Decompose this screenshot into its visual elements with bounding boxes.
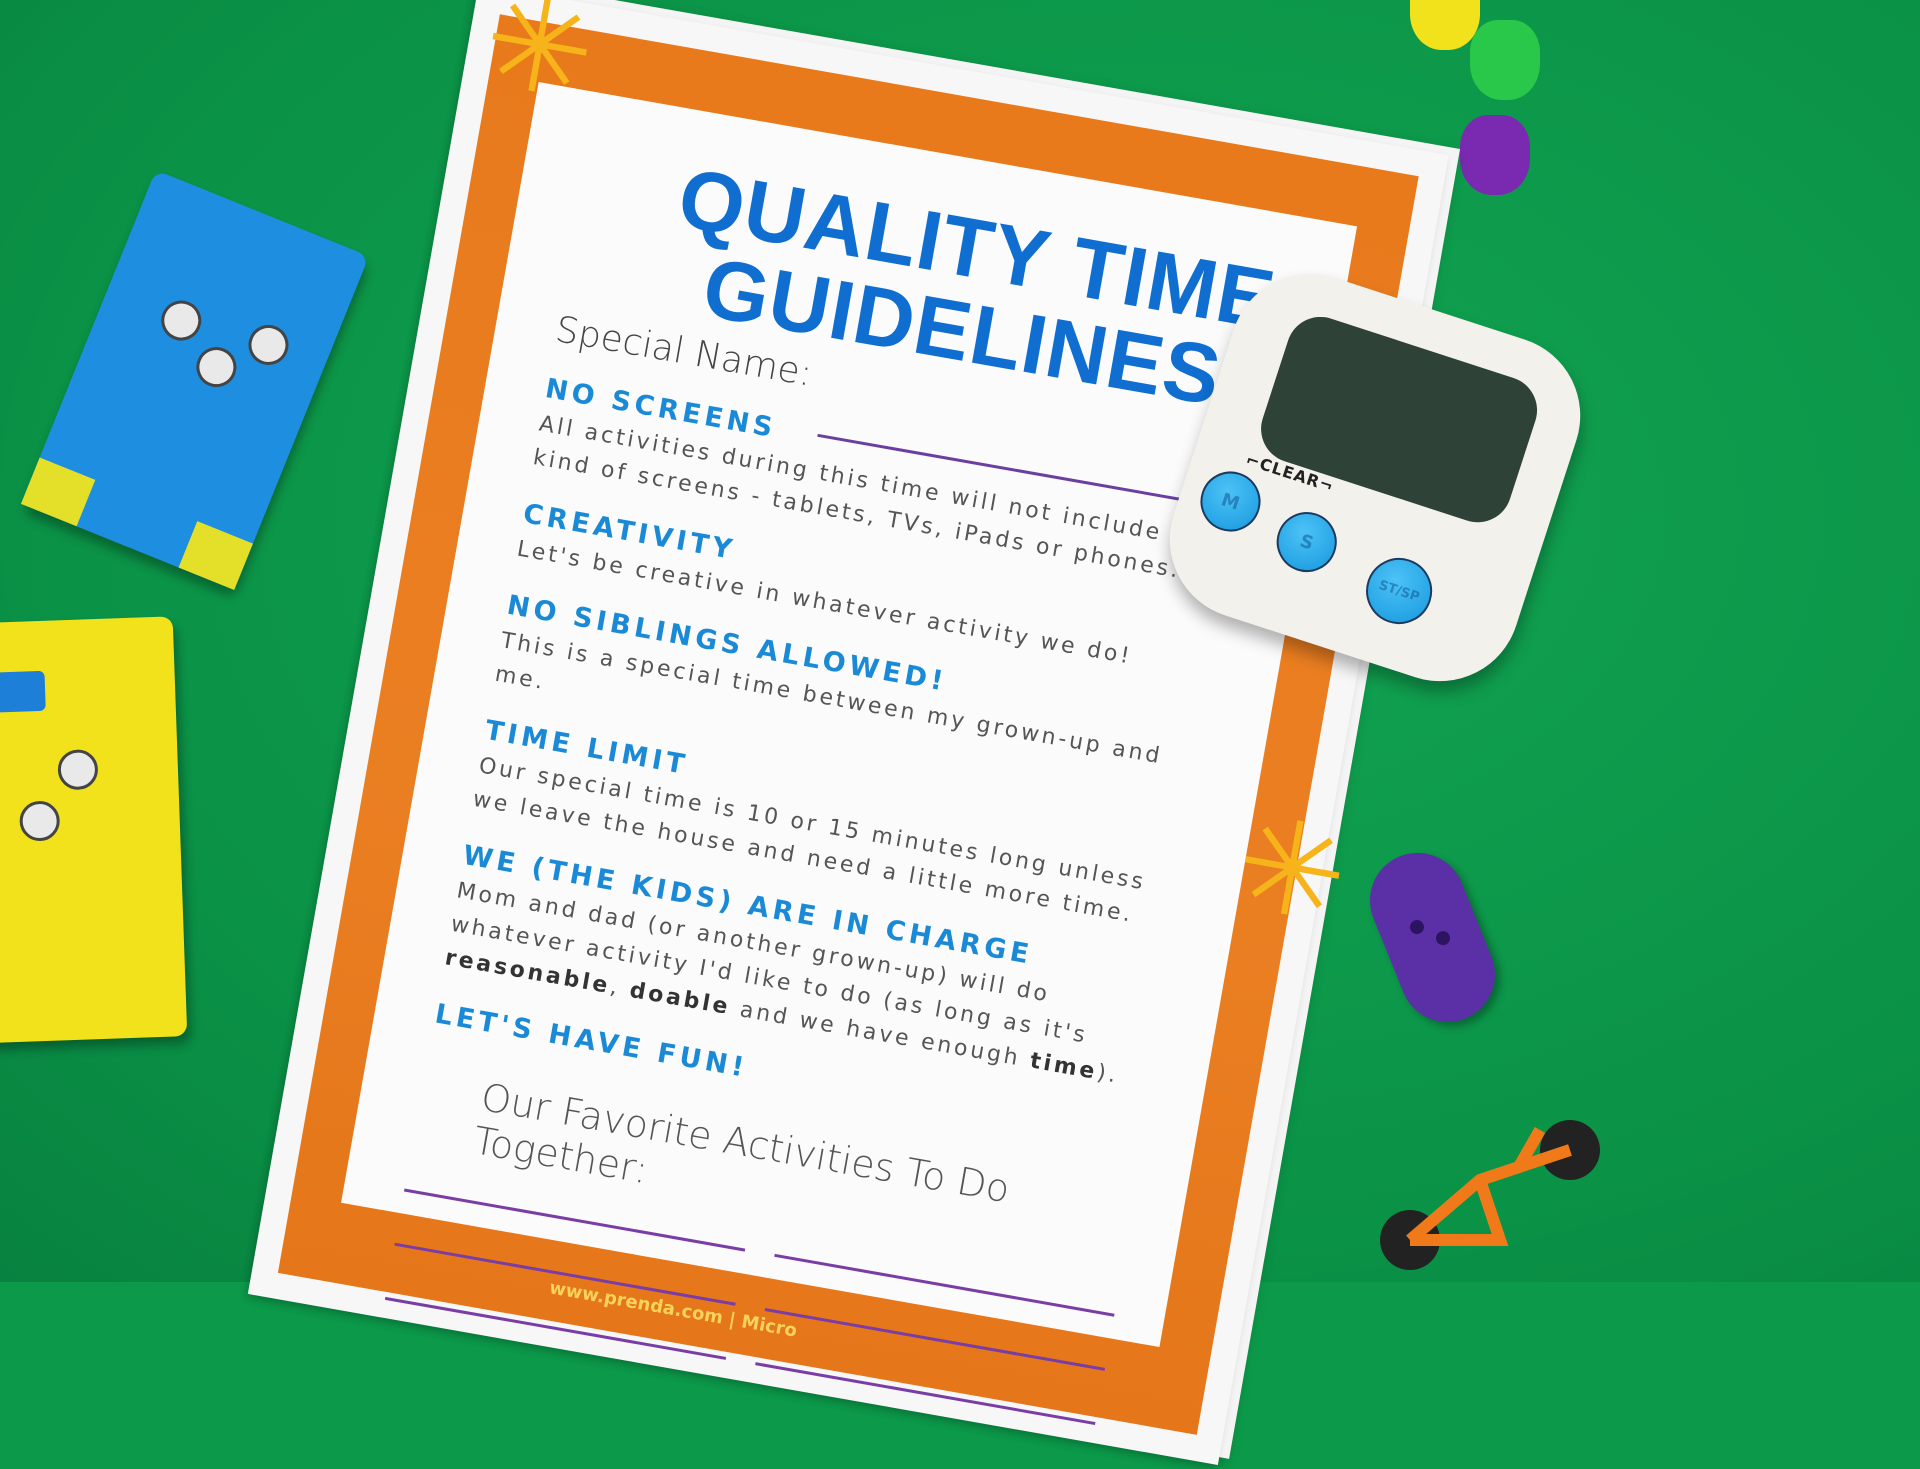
bike-frame [1406, 1127, 1572, 1246]
worksheet-content: QUALITY TIME GUIDELINES Special Name: NO… [341, 82, 1358, 1426]
robot-face [0, 670, 46, 714]
orange-toy-bicycle [1380, 1120, 1600, 1270]
timer-second-button[interactable]: S [1268, 504, 1345, 580]
robot-dial [190, 341, 243, 394]
timer-minute-button[interactable]: M [1192, 463, 1269, 540]
robot-dial [18, 800, 61, 842]
timer-start-stop-button[interactable]: ST/SP [1357, 549, 1441, 633]
orange-frame: ✳ ✳ QUALITY TIME GUIDELINES Special Name… [277, 0, 1419, 1435]
yellow-robot-puzzle-toy [0, 616, 188, 1044]
robot-dial [155, 294, 208, 347]
body-text: ). [1095, 1060, 1121, 1089]
timer-lcd-screen [1252, 308, 1546, 532]
robot-dial [57, 749, 99, 791]
board-hole [1407, 917, 1427, 937]
robot-dial [242, 318, 295, 372]
board-hole [1433, 929, 1453, 948]
green-animal-figurine [1470, 20, 1540, 100]
purple-animal-figurine [1460, 115, 1530, 195]
yellow-animal-figurine [1410, 0, 1480, 50]
bold-text: time [1028, 1048, 1100, 1085]
bold-text: doable [627, 977, 733, 1021]
